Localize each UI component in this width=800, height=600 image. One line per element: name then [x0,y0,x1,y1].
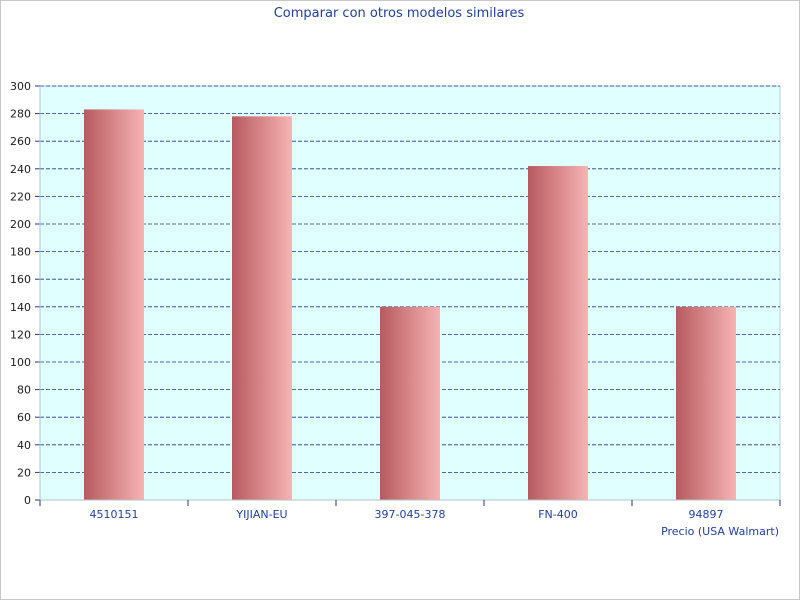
y-tick-label: 240 [10,163,31,176]
y-tick-label: 180 [10,246,31,259]
y-tick-label: 20 [17,466,31,479]
y-tick-label: 0 [24,494,31,507]
y-tick-label: 280 [10,108,31,121]
x-tick-label: YIJIAN-EU [235,508,287,521]
y-tick-label: 260 [10,135,31,148]
y-tick-label: 300 [10,80,31,93]
y-tick-label: 200 [10,218,31,231]
x-tick-label: 4510151 [90,508,139,521]
y-tick-label: 80 [17,384,31,397]
bar [84,109,144,501]
y-tick-label: 140 [10,301,31,314]
bar [380,306,440,500]
x-tick-label: FN-400 [538,508,578,521]
y-tick-label: 160 [10,273,31,286]
y-tick-label: 220 [10,190,31,203]
chart-title: Comparar con otros modelos similares [274,6,525,21]
y-tick-label: 40 [17,439,31,452]
bar [676,306,736,500]
y-tick-label: 60 [17,411,31,424]
y-tick-label: 120 [10,328,31,341]
y-tick-label: 100 [10,356,31,369]
x-axis-label: Precio (USA Walmart) [661,525,779,538]
x-tick-label: 397-045-378 [375,508,446,521]
bar [528,166,588,501]
x-tick-label: 94897 [689,508,724,521]
bar [232,116,292,501]
